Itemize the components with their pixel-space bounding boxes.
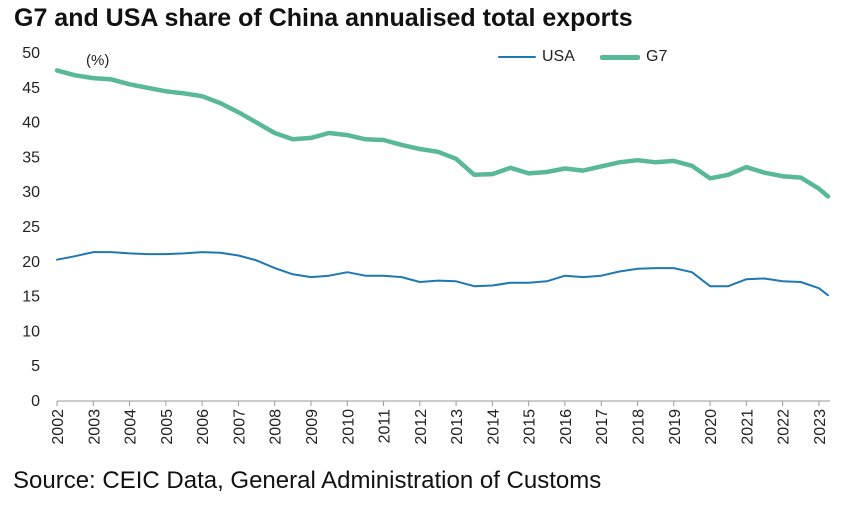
x-tick-label: 2019 xyxy=(667,409,684,445)
x-tick-label: 2005 xyxy=(159,409,176,445)
legend-label-g7: G7 xyxy=(646,48,668,65)
x-tick-label: 2010 xyxy=(340,409,357,445)
y-unit-label: (%) xyxy=(86,52,110,69)
series-line-usa xyxy=(56,251,829,297)
legend-label-usa: USA xyxy=(542,48,575,65)
y-tick-label: 25 xyxy=(22,219,40,236)
x-tick-label: 2006 xyxy=(195,409,212,445)
y-tick-label: 0 xyxy=(31,393,40,410)
x-tick-label: 2016 xyxy=(558,409,575,445)
x-tick-label: 2004 xyxy=(123,409,140,445)
x-tick-label: 2009 xyxy=(304,409,321,445)
y-tick-label: 10 xyxy=(22,323,40,340)
y-tick-label: 45 xyxy=(22,80,40,97)
legend-swatch-g7 xyxy=(600,54,640,60)
x-tick-label: 2013 xyxy=(449,409,466,445)
x-tick-label: 2022 xyxy=(776,409,793,445)
x-tick-label: 2002 xyxy=(50,409,67,445)
chart-title: G7 and USA share of China annualised tot… xyxy=(14,4,633,32)
x-tick-label: 2015 xyxy=(522,409,539,445)
y-tick-label: 50 xyxy=(22,45,40,62)
legend-item-usa: USA xyxy=(498,46,575,68)
x-tick-label: 2014 xyxy=(485,409,502,445)
y-tick-label: 35 xyxy=(22,149,40,166)
y-tick-label: 5 xyxy=(31,358,40,375)
x-tick-label: 2007 xyxy=(231,409,248,445)
x-tick-label: 2020 xyxy=(703,409,720,445)
y-tick-label: 40 xyxy=(22,115,40,132)
x-tick-label: 2008 xyxy=(268,409,285,445)
x-tick-label: 2003 xyxy=(86,409,103,445)
y-tick-label: 30 xyxy=(22,184,40,201)
y-tick-label: 15 xyxy=(22,289,40,306)
x-tick-label: 2023 xyxy=(812,409,829,445)
x-tick-label: 2012 xyxy=(413,409,430,445)
legend-swatch-usa xyxy=(498,56,536,58)
x-tick-label: 2017 xyxy=(594,409,611,445)
x-tick-label: 2018 xyxy=(631,409,648,445)
x-tick-label: 2021 xyxy=(739,409,756,445)
x-tick-label: 2011 xyxy=(377,409,394,444)
legend-item-g7: G7 xyxy=(600,46,667,68)
y-tick-label: 20 xyxy=(22,254,40,271)
series-line-g7 xyxy=(54,68,831,199)
source-note: Source: CEIC Data, General Administratio… xyxy=(13,467,602,494)
